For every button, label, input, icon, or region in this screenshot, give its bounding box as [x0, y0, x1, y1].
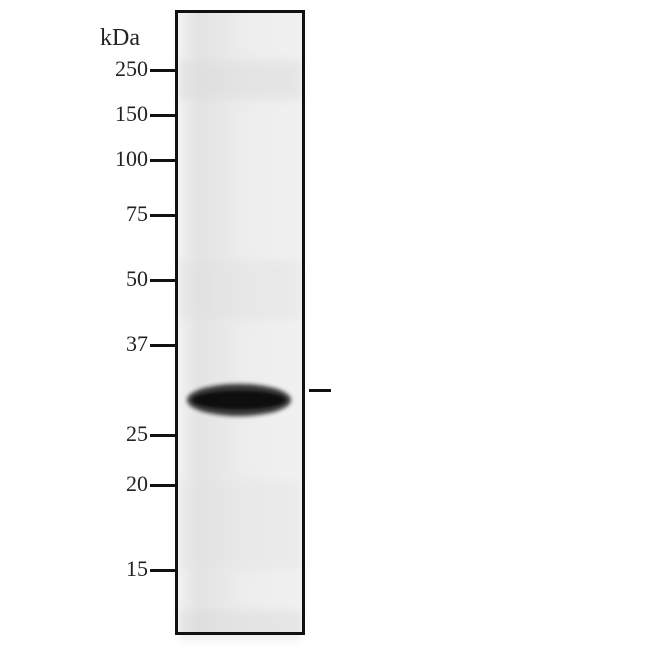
marker-label: 150 [88, 101, 148, 127]
marker-label: 50 [88, 266, 148, 292]
marker-tick [150, 434, 175, 437]
blot-lane [175, 10, 305, 635]
figure-root: kDa 250 150 100 75 50 37 25 20 15 [0, 0, 650, 650]
marker-label: 75 [88, 201, 148, 227]
marker-tick [150, 69, 175, 72]
sample-indicator-tick [309, 389, 331, 392]
marker-label: 20 [88, 471, 148, 497]
marker-label: 100 [88, 146, 148, 172]
marker-label: 25 [88, 421, 148, 447]
marker-tick [150, 344, 175, 347]
marker-tick [150, 569, 175, 572]
marker-tick [150, 279, 175, 282]
marker-label: 37 [88, 331, 148, 357]
axis-unit-label: kDa [100, 25, 140, 52]
lane-border [175, 10, 305, 635]
marker-tick [150, 114, 175, 117]
marker-tick [150, 159, 175, 162]
marker-tick [150, 484, 175, 487]
marker-label: 15 [88, 556, 148, 582]
marker-tick [150, 214, 175, 217]
marker-label: 250 [88, 56, 148, 82]
